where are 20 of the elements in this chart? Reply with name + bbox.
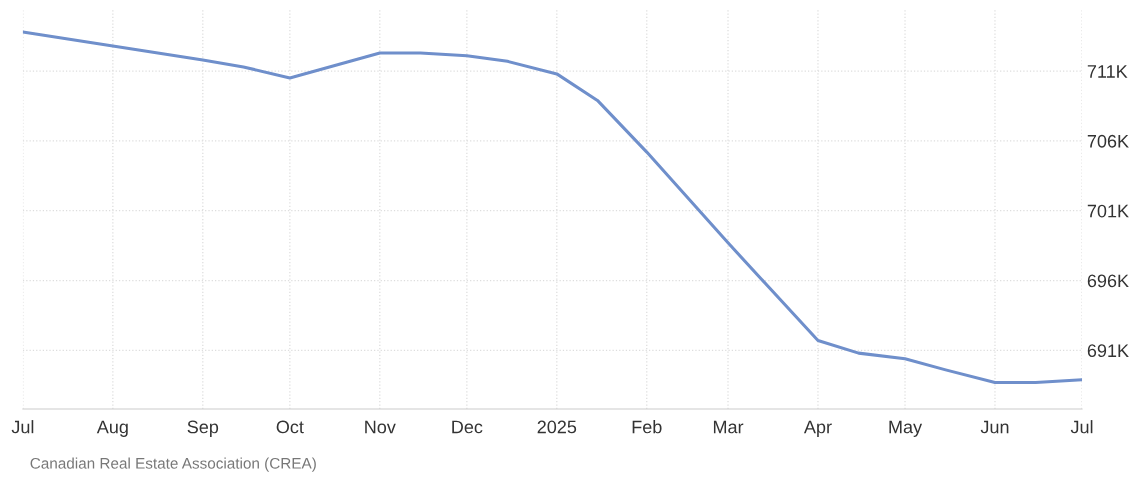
x-tick-label: Oct [276, 420, 304, 434]
x-tick-label: Sep [187, 420, 219, 437]
x-tick-label: Jun [980, 420, 1009, 434]
y-tick-label: 691K [1087, 344, 1129, 358]
line-series [22, 30, 1083, 384]
x-tick-label: May [889, 420, 923, 437]
y-tick-label: 711K [1087, 65, 1128, 78]
x-tick-label: Jul [1070, 420, 1093, 434]
x-tick-label: Dec [452, 420, 483, 434]
y-tick-label: 701K [1087, 204, 1129, 218]
x-tick-label: Aug [96, 420, 128, 437]
y-tick-label: 696K [1087, 274, 1129, 288]
x-tick-label: Feb [632, 420, 662, 434]
text: Canadian Real Estate Association (CREA) [30, 457, 316, 472]
x-tick-label: Nov [365, 420, 396, 434]
x-tick-label: Apr [803, 420, 832, 437]
y-tick-label: 706K [1087, 134, 1129, 148]
x-tick-label: Jul [11, 420, 34, 434]
x-tick-label: 2025 [537, 420, 577, 434]
x-tick-label: Mar [713, 420, 744, 434]
